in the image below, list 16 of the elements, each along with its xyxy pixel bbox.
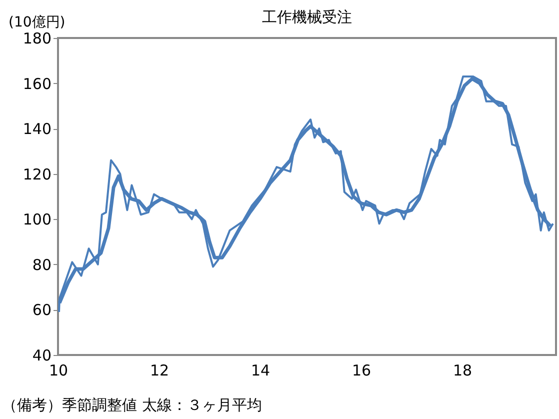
y-tick-label: 160 [22, 74, 52, 93]
y-tick-label: 140 [22, 120, 52, 138]
x-tick-label: 16 [352, 362, 372, 380]
y-tick-label: 180 [22, 30, 52, 48]
x-tick-label: 10 [48, 362, 68, 380]
chart-title: 工作機械受注 [262, 8, 352, 26]
y-tick-label: 100 [22, 210, 52, 229]
text: （備考）季節調整値 太線：３ヶ月平均 [2, 396, 262, 415]
y-tick-label: 80 [32, 256, 52, 274]
x-tick-label: 14 [250, 362, 270, 380]
x-tick-label: 18 [453, 362, 472, 380]
y-tick-label: 40 [32, 346, 52, 364]
x-tick-label: 12 [150, 362, 170, 380]
y-tick-label: 60 [32, 301, 52, 320]
y-tick-label: 120 [22, 165, 52, 184]
y-axis-title: (10億円) [8, 14, 66, 30]
